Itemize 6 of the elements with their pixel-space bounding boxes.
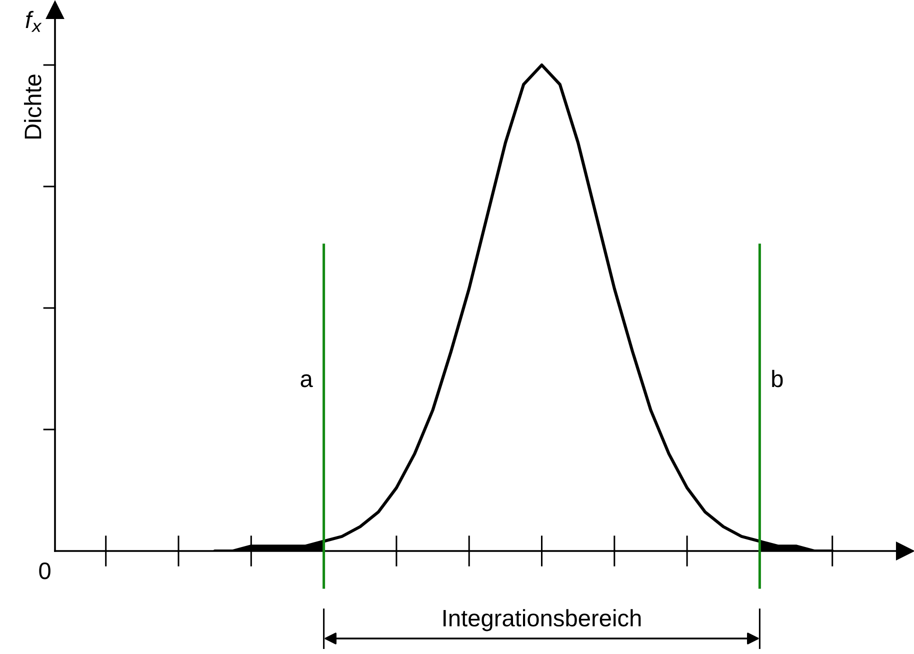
text: f$_{x}$: [26, 10, 42, 32]
text: Dichte: [24, 74, 42, 139]
text: Integrationsbereich: [444, 609, 641, 632]
text: a: [300, 374, 313, 388]
text: b: [772, 370, 783, 388]
text: 0: [39, 562, 50, 580]
